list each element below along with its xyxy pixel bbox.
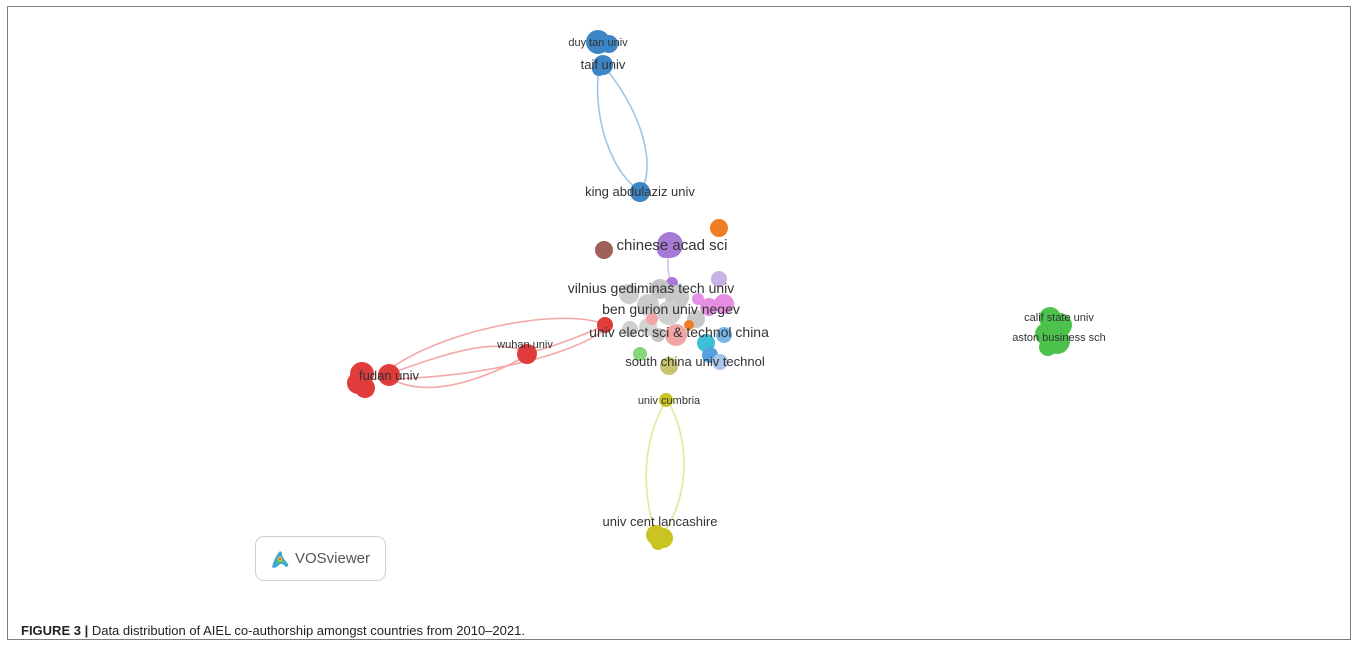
link-fudan-wuhan xyxy=(387,345,529,375)
figure-caption-text: Data distribution of AIEL co-authorship … xyxy=(91,623,525,638)
label-king-abdulaziz-univ: king abdulaziz univ xyxy=(585,184,695,199)
label-chinese-acad-sci: chinese acad sci xyxy=(617,237,728,254)
label-calif-state-univ: calif state univ xyxy=(1024,312,1094,324)
figure-caption-label: FIGURE 3 | xyxy=(21,623,89,638)
node-univ-cent-lancashire xyxy=(651,536,665,550)
node-salmon xyxy=(665,324,687,346)
node-king-abdulaziz-univ xyxy=(630,182,650,202)
node-orange xyxy=(710,219,728,237)
node-lightblue xyxy=(712,354,728,370)
node-pink xyxy=(714,294,734,314)
node-red-small xyxy=(597,317,613,333)
link-fudan-center xyxy=(387,328,607,380)
label-duy-tan-univ: duy tan univ xyxy=(568,37,628,49)
node-wuhan-univ xyxy=(517,344,537,364)
node-south-china-univ xyxy=(660,357,678,375)
vosviewer-label: VOSviewer xyxy=(295,550,371,567)
node-gray xyxy=(650,279,670,299)
label-south-china-univ-technol: south china univ technol xyxy=(625,354,765,369)
node-univ-cumbria xyxy=(659,393,673,407)
link-fudan-center xyxy=(389,317,607,370)
link-taif-king-abdulaziz xyxy=(596,64,641,190)
node-small-orange xyxy=(684,320,694,330)
network-links xyxy=(387,64,685,538)
node-gray xyxy=(637,294,659,316)
node-gray xyxy=(657,301,681,325)
node-fudan-univ xyxy=(378,364,400,386)
label-univ-cent-lancashire: univ cent lancashire xyxy=(603,514,718,529)
link-cumbria-lancashire xyxy=(659,400,685,538)
node-lightgreen xyxy=(633,347,647,361)
label-taif-univ: taif univ xyxy=(581,57,626,72)
node-salmon xyxy=(646,313,658,325)
node-chinese-acad-sci xyxy=(657,242,673,258)
node-fudan-univ xyxy=(355,378,375,398)
node-lavender xyxy=(711,271,727,287)
figure-frame: duy tan univ taif univ king abdulaziz un… xyxy=(7,6,1351,640)
node-gray xyxy=(622,321,638,337)
label-univ-cumbria: univ cumbria xyxy=(638,395,701,407)
node-pink xyxy=(700,298,718,316)
node-taif-univ xyxy=(592,62,606,76)
network-labels: duy tan univ taif univ king abdulaziz un… xyxy=(359,37,1106,529)
label-fudan-univ: fudan univ xyxy=(359,368,419,383)
coauthorship-network: duy tan univ taif univ king abdulaziz un… xyxy=(347,30,1106,550)
node-blue-light xyxy=(716,327,732,343)
label-ben-gurion-univ-negev: ben gurion univ negev xyxy=(602,301,740,317)
node-brown xyxy=(595,241,613,259)
label-aston-business-sch: aston business sch xyxy=(1012,332,1106,344)
link-taif-king-abdulaziz xyxy=(602,64,648,190)
node-gray xyxy=(619,284,639,304)
node-gray xyxy=(651,328,665,342)
node-duy-tan-univ xyxy=(600,35,618,53)
label-univ-elect-sci-technol-china: univ elect sci & technol china xyxy=(589,324,769,340)
node-aston-business-sch xyxy=(1039,338,1057,356)
figure-caption: FIGURE 3 | Data distribution of AIEL co-… xyxy=(21,623,525,638)
label-vilnius-gediminas-tech-univ: vilnius gediminas tech univ xyxy=(568,280,735,296)
vosviewer-logo-icon xyxy=(272,550,289,568)
network-nodes xyxy=(347,30,1072,550)
link-fudan-wuhan xyxy=(387,354,529,389)
label-wuhan-univ: wuhan univ xyxy=(496,339,553,351)
vosviewer-badge: VOSviewer xyxy=(255,536,386,581)
node-pink-small xyxy=(692,293,704,305)
